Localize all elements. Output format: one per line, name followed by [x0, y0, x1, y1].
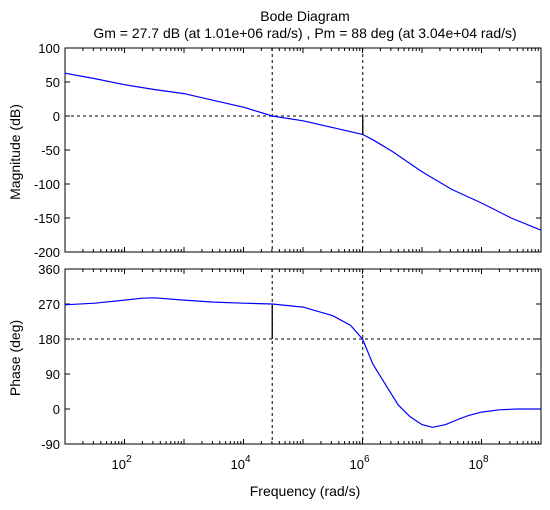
- magnitude-ytick-label: 0: [53, 109, 60, 124]
- phase-ytick-label: 270: [38, 297, 60, 312]
- magnitude-ytick-label: -100: [34, 177, 60, 192]
- phase-axes-box: [64, 268, 542, 445]
- phase-ytick-label: -90: [41, 437, 60, 452]
- x-tick-label: 102: [111, 454, 131, 472]
- x-tick-label: 104: [230, 454, 250, 472]
- magnitude-axes-box: [64, 47, 542, 253]
- frequency-axis-label: Frequency (rad/s): [250, 483, 360, 499]
- magnitude-ytick-label: 100: [38, 41, 60, 56]
- magnitude-ytick-label: -150: [34, 211, 60, 226]
- phase-ytick-label: 0: [53, 402, 60, 417]
- chart-title: Bode Diagram: [260, 8, 350, 24]
- magnitude-ytick-label: 50: [46, 75, 60, 90]
- phase-curve: [64, 297, 541, 428]
- phase-ytick-label: 90: [46, 367, 60, 382]
- x-tick-label: 106: [349, 454, 369, 472]
- magnitude-axis-label: Magnitude (dB): [7, 104, 23, 200]
- magnitude-ytick-label: -200: [34, 245, 60, 260]
- x-tick-label: 108: [468, 454, 488, 472]
- plot-layer: 100 50 0 -50 -100 -150 -200 360 270 180 90 0 -90 102 1…: [34, 41, 542, 472]
- phase-ytick-label: 180: [38, 332, 60, 347]
- magnitude-curve: [64, 72, 542, 231]
- phase-axis-label: Phase (deg): [7, 320, 23, 396]
- phase-ytick-label: 360: [38, 262, 60, 277]
- magnitude-ytick-label: -50: [41, 143, 60, 158]
- chart-subtitle: Gm = 27.7 dB (at 1.01e+06 rad/s) , Pm = …: [93, 25, 516, 41]
